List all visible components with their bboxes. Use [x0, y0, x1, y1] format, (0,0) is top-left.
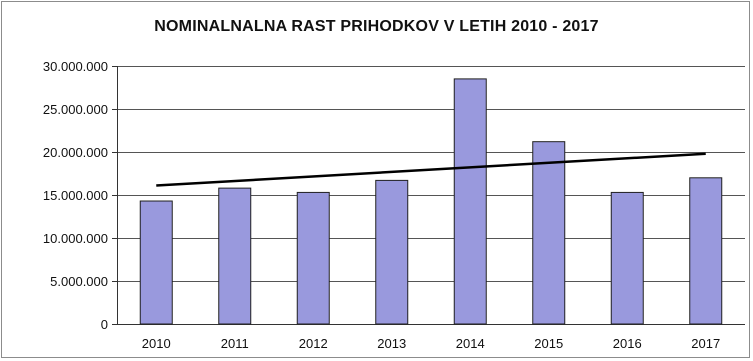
- x-tick-label: 2012: [299, 336, 328, 351]
- bar-2011: [218, 187, 252, 325]
- bar-2016: [610, 191, 644, 325]
- x-tick-label: 2015: [534, 336, 563, 351]
- bar-2010: [139, 200, 173, 325]
- x-tick-label: 2011: [221, 336, 249, 351]
- y-tick-label: 20.000.000: [43, 145, 108, 160]
- trendline: [156, 152, 706, 187]
- x-tick-label: 2017: [691, 336, 720, 351]
- bars: [139, 78, 723, 325]
- bar-2015: [532, 141, 566, 325]
- x-tick-label: 2013: [377, 336, 406, 351]
- y-tick-label: 5.000.000: [50, 274, 108, 289]
- gridlines: [117, 66, 745, 282]
- chart-title: NOMINALNALNA RAST PRIHODKOV V LETIH 2010…: [154, 18, 599, 35]
- trendline-group: [156, 152, 706, 187]
- y-tick-label: 15.000.000: [43, 188, 108, 203]
- x-tick-label: 2014: [456, 336, 485, 351]
- tick-labels: 0 5.000.000 10.000.000 15.000.000 20.000.000…: [43, 59, 720, 351]
- y-tick-label: 25.000.000: [43, 102, 108, 117]
- bar-2014: [453, 78, 487, 325]
- x-tick-label: 2010: [142, 336, 171, 351]
- bar-2013: [375, 179, 409, 325]
- y-tick-label: 30.000.000: [43, 59, 108, 74]
- bar-2012: [296, 191, 330, 325]
- bar-2017: [689, 177, 723, 325]
- y-tick-label: 0: [101, 317, 108, 332]
- x-tick-label: 2016: [613, 336, 642, 351]
- y-tick-label: 10.000.000: [43, 231, 108, 246]
